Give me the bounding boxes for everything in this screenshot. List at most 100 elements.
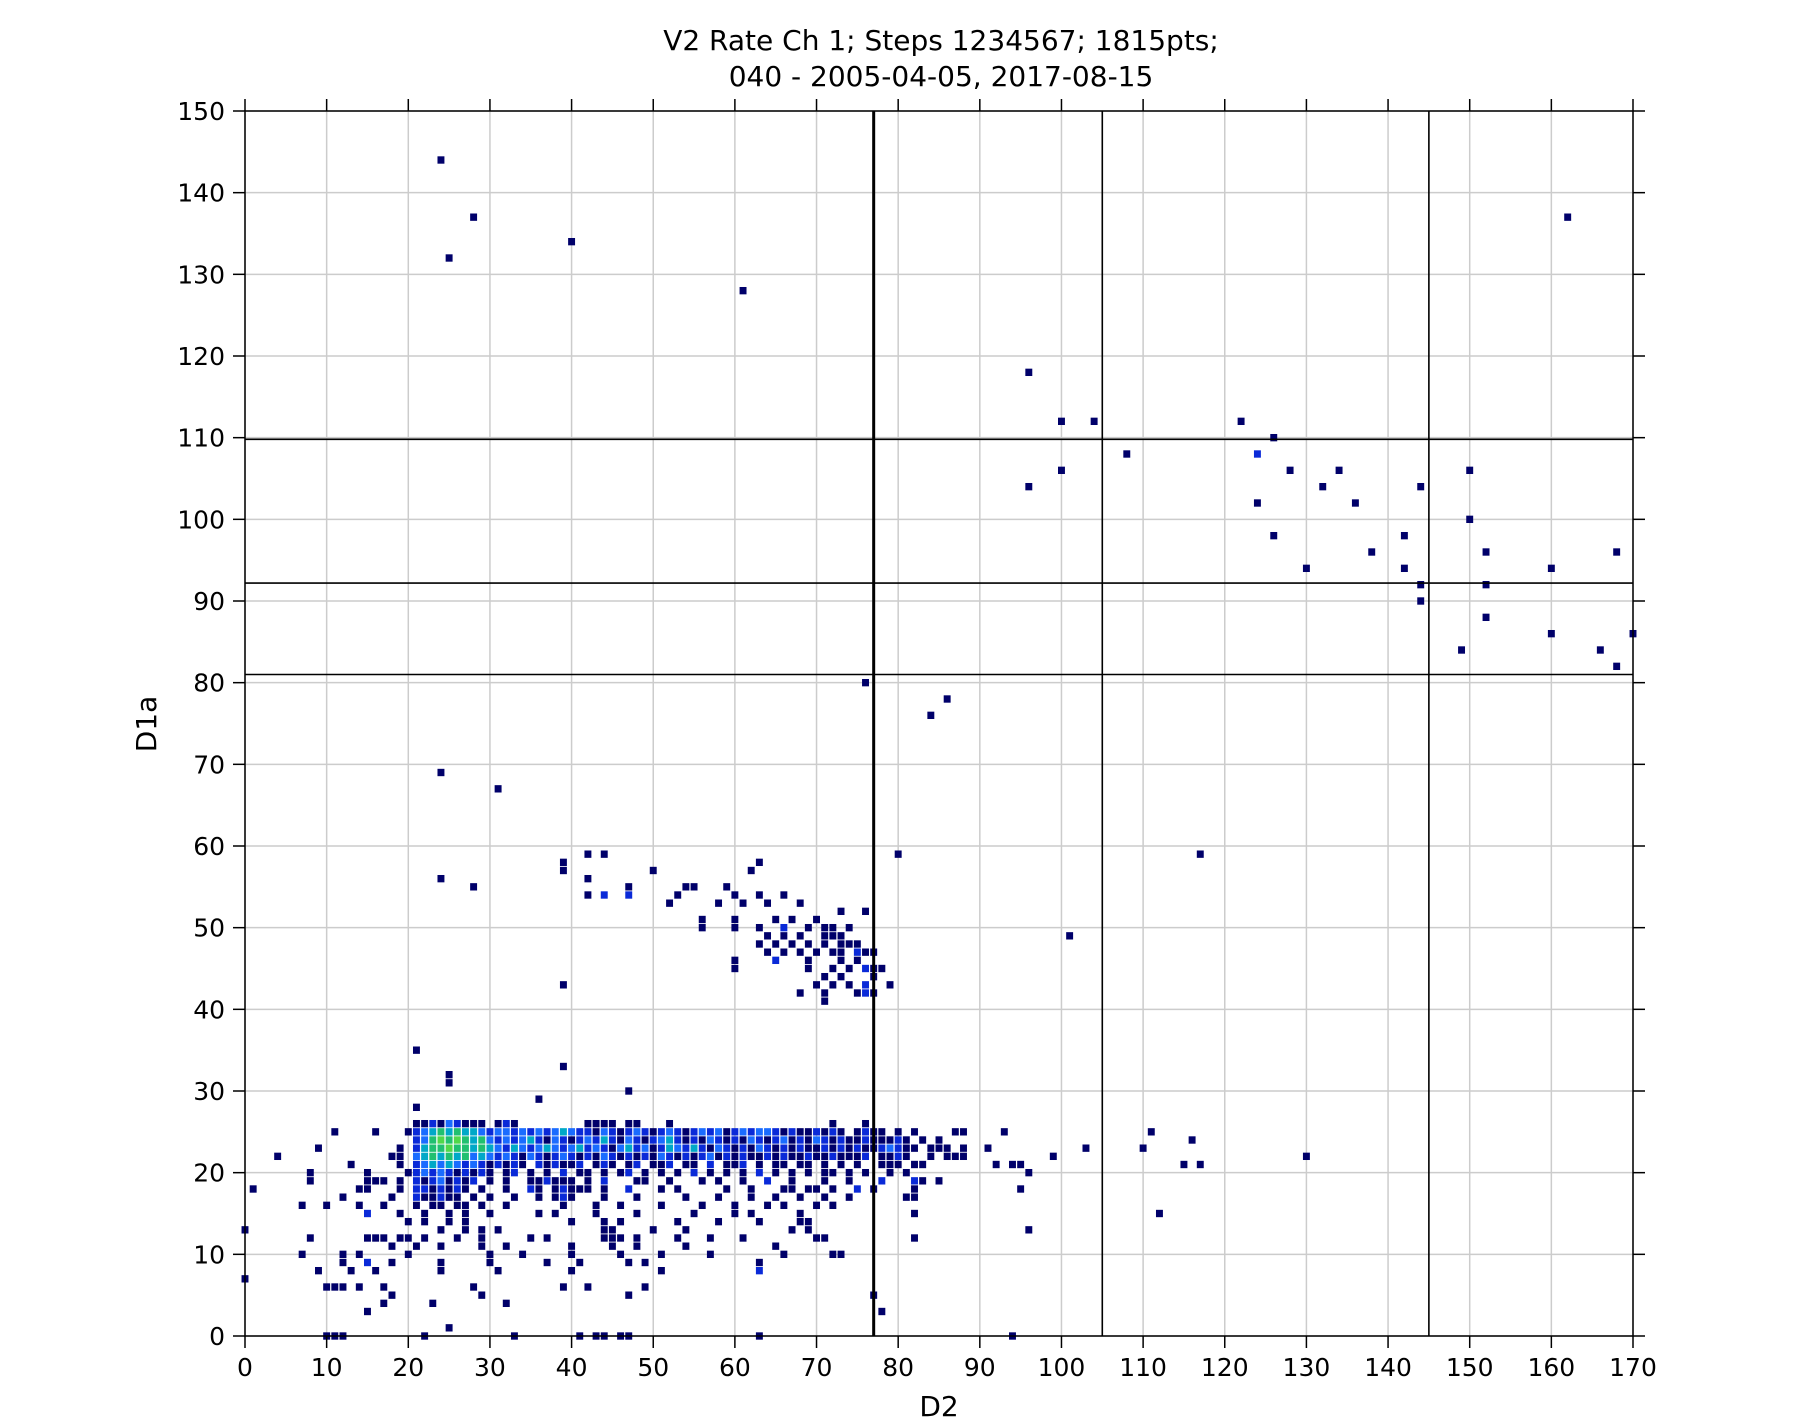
heatmap-cell [747, 1128, 755, 1136]
heatmap-cell [584, 1168, 592, 1177]
heatmap-cell [764, 948, 772, 956]
heatmap-cell [559, 981, 567, 989]
heatmap-cell [796, 1128, 804, 1136]
heatmap-cell [396, 1144, 404, 1152]
heatmap-cell [674, 1185, 682, 1193]
heatmap-cell [437, 1128, 445, 1136]
heatmap-cell [821, 923, 829, 932]
heatmap-cell [821, 1234, 829, 1242]
heatmap-cell [943, 1152, 951, 1161]
heatmap-cell [772, 940, 780, 948]
heatmap-cell [625, 1152, 633, 1161]
heatmap-cell [412, 1168, 420, 1177]
heatmap-cell [576, 1152, 584, 1161]
heatmap-cell [698, 1136, 706, 1144]
heatmap-cell [429, 1152, 437, 1161]
heatmap-cell [1017, 1160, 1025, 1169]
heatmap-cell [584, 874, 592, 883]
heatmap-cell [380, 1299, 388, 1308]
heatmap-cell [1009, 1160, 1016, 1169]
heatmap-cell [364, 1185, 371, 1193]
heatmap-cell [739, 1234, 747, 1242]
heatmap-cell [821, 932, 829, 940]
x-axis-label: D2 [919, 1390, 958, 1423]
heatmap-cell [821, 1193, 829, 1201]
heatmap-cell [519, 1160, 527, 1169]
heatmap-cell [894, 1144, 902, 1152]
heatmap-cell [633, 1144, 641, 1152]
heatmap-cell [960, 1144, 967, 1152]
heatmap-cell [1196, 850, 1204, 858]
heatmap-cell [543, 1258, 551, 1267]
heatmap-cell [437, 1242, 445, 1250]
heatmap-cell [437, 874, 445, 883]
heatmap-cell [437, 1152, 445, 1161]
heatmap-cell [723, 1168, 731, 1177]
heatmap-cell [739, 899, 747, 907]
heatmap-cell [535, 1177, 543, 1185]
heatmap-cell [1017, 1185, 1025, 1193]
heatmap-cell [470, 1119, 478, 1128]
heatmap-cell [510, 1136, 518, 1144]
heatmap-cell [829, 981, 837, 989]
heatmap-cell [1025, 1168, 1033, 1177]
heatmap-cell [568, 1217, 576, 1226]
heatmap-cell [429, 1299, 437, 1308]
heatmap-cell [429, 1185, 437, 1193]
heatmap-cell [804, 956, 812, 965]
heatmap-cell [535, 1144, 543, 1152]
heatmap-cell [943, 695, 951, 703]
heatmap-cell [764, 1201, 772, 1210]
heatmap-cell [1482, 580, 1490, 589]
heatmap-cell [657, 1136, 665, 1144]
heatmap-cell [453, 1128, 461, 1136]
heatmap-cell [739, 1177, 747, 1185]
heatmap-cell [862, 907, 869, 916]
heatmap-cell [633, 1136, 641, 1144]
heatmap-cell [412, 1177, 420, 1185]
heatmap-cell [396, 1177, 404, 1185]
heatmap-cell [429, 1136, 437, 1144]
y-tick-label: 110 [177, 424, 225, 453]
heatmap-cell [633, 1209, 641, 1218]
heatmap-cell [502, 1185, 510, 1193]
heatmap-cell [421, 1128, 429, 1136]
y-tick-label: 70 [193, 750, 225, 779]
heatmap-cell [453, 1144, 461, 1152]
heatmap-cell [625, 891, 633, 899]
heatmap-cell [682, 1144, 690, 1152]
heatmap-cell [364, 1234, 371, 1242]
heatmap-cell [486, 1152, 494, 1161]
heatmap-cell [1253, 499, 1261, 507]
heatmap-cell [853, 1144, 861, 1152]
heatmap-cell [249, 1185, 257, 1193]
heatmap-cell [796, 1193, 804, 1201]
heatmap-cell [1400, 564, 1408, 573]
heatmap-cell [576, 1136, 584, 1144]
heatmap-cell [837, 948, 845, 956]
heatmap-cell [772, 1144, 780, 1152]
heatmap-cell [306, 1168, 314, 1177]
heatmap-cell [470, 1177, 478, 1185]
heatmap-cell [437, 1177, 445, 1185]
heatmap-cell [625, 1119, 633, 1128]
heatmap-cell [551, 1128, 559, 1136]
heatmap-cell [584, 891, 592, 899]
heatmap-cell [739, 286, 747, 295]
heatmap-cell [617, 1250, 625, 1259]
heatmap-cell [584, 1144, 592, 1152]
heatmap-cell [715, 1144, 723, 1152]
heatmap-cell [666, 1119, 674, 1128]
heatmap-cell [796, 899, 804, 907]
heatmap-cell [608, 1234, 616, 1242]
heatmap-cell [494, 1152, 502, 1161]
heatmap-cell [445, 1324, 453, 1332]
heatmap-cell [1547, 629, 1555, 638]
heatmap-cell [510, 1160, 518, 1169]
heatmap-cell [494, 785, 502, 793]
heatmap-cell [461, 1152, 469, 1161]
heatmap-cell [641, 1144, 649, 1152]
heatmap-cell [755, 891, 763, 899]
heatmap-cell [813, 1136, 820, 1144]
